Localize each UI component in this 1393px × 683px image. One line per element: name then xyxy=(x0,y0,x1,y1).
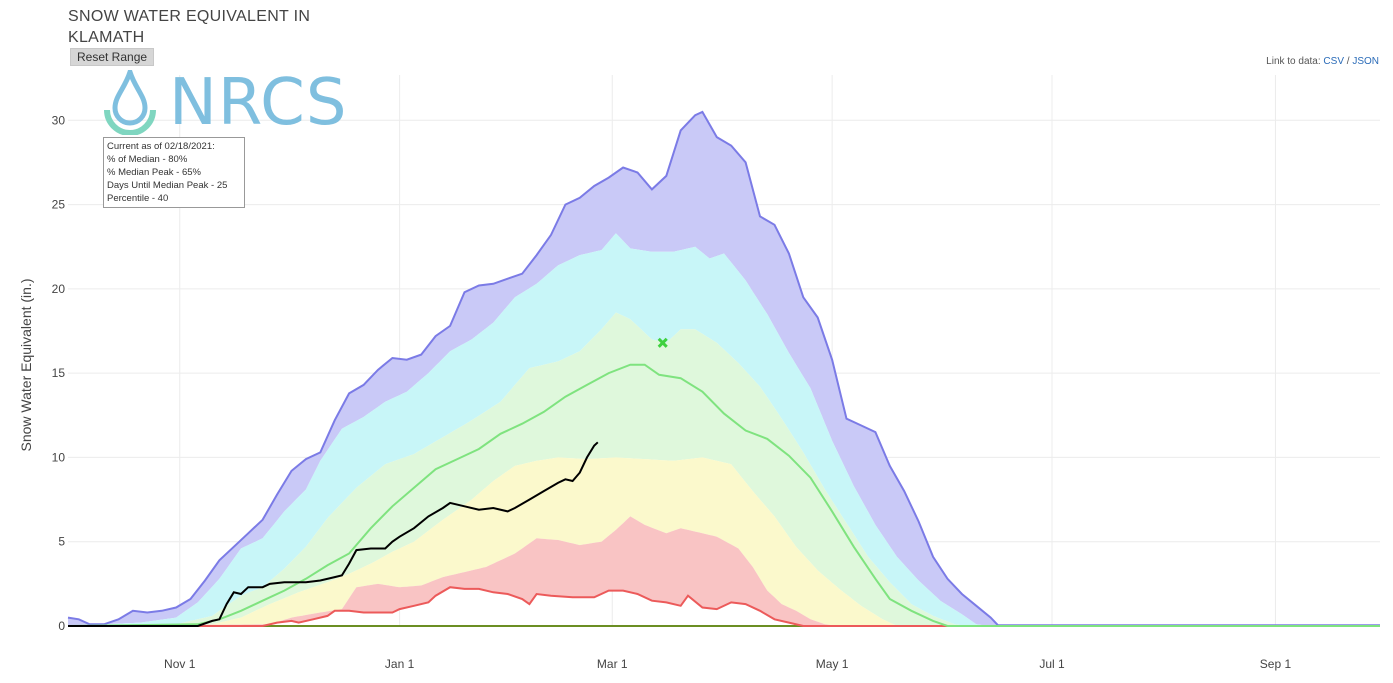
band-90-70 xyxy=(68,233,1006,626)
median-peak-marker xyxy=(657,337,668,348)
current-stats-box: Current as of 02/18/2021: % of Median - … xyxy=(103,137,245,208)
x-tick-label: Jul 1 xyxy=(1039,657,1065,671)
y-axis-ticks: 0 5 10 15 20 25 30 xyxy=(52,113,66,633)
logo-text: NRCS xyxy=(169,66,348,140)
stats-pct-median: % of Median - 80% xyxy=(107,154,188,165)
data-link-separator: / xyxy=(1343,56,1353,67)
markers xyxy=(657,337,668,348)
x-tick-label: May 1 xyxy=(816,657,849,671)
x-tick-label: Mar 1 xyxy=(597,657,628,671)
stats-date: Current as of 02/18/2021: xyxy=(107,141,215,152)
y-tick-label: 30 xyxy=(52,113,66,127)
x-axis-ticks: Nov 1 Jan 1 Mar 1 May 1 Jul 1 Sep 1 xyxy=(164,657,1291,671)
y-tick-label: 0 xyxy=(58,619,65,633)
median-line xyxy=(67,363,1380,627)
data-links: Link to data: CSV / JSON xyxy=(1266,56,1379,67)
stats-days-until-peak: Days Until Median Peak - 25 xyxy=(107,180,228,191)
percentile-bands xyxy=(68,111,1380,626)
data-link-prefix: Link to data: xyxy=(1266,56,1324,67)
y-tick-label: 20 xyxy=(52,282,66,296)
x-tick-label: Jan 1 xyxy=(385,657,415,671)
chart-title: SNOW WATER EQUIVALENT IN KLAMATH xyxy=(68,6,368,48)
x-tick-label: Nov 1 xyxy=(164,657,196,671)
band-70-30 xyxy=(68,312,977,626)
water-drop-icon xyxy=(104,63,156,136)
nrcs-logo: NRCS xyxy=(103,63,346,140)
band-10-min xyxy=(68,516,847,626)
stats-percentile: Percentile - 40 xyxy=(107,193,169,204)
json-link[interactable]: JSON xyxy=(1352,56,1379,67)
reset-range-button[interactable]: Reset Range xyxy=(70,48,155,66)
band-max-90 xyxy=(68,111,1380,626)
y-tick-label: 10 xyxy=(52,450,66,464)
y-tick-label: 5 xyxy=(58,535,65,549)
y-tick-label: 25 xyxy=(52,198,66,212)
current-year-line xyxy=(68,441,599,627)
chart-title-line1: SNOW WATER EQUIVALENT IN xyxy=(68,8,311,25)
series-lines xyxy=(67,110,1380,627)
y-axis-label: Snow Water Equivalent (in.) xyxy=(18,279,34,452)
x-tick-label: Sep 1 xyxy=(1260,657,1292,671)
csv-link[interactable]: CSV xyxy=(1323,56,1344,67)
y-tick-label: 15 xyxy=(52,366,66,380)
chart-title-line2: KLAMATH xyxy=(68,29,145,46)
max-line xyxy=(67,110,1380,627)
stats-pct-median-peak: % Median Peak - 65% xyxy=(107,167,201,178)
min-line xyxy=(68,586,1380,627)
band-30-10 xyxy=(68,457,905,626)
